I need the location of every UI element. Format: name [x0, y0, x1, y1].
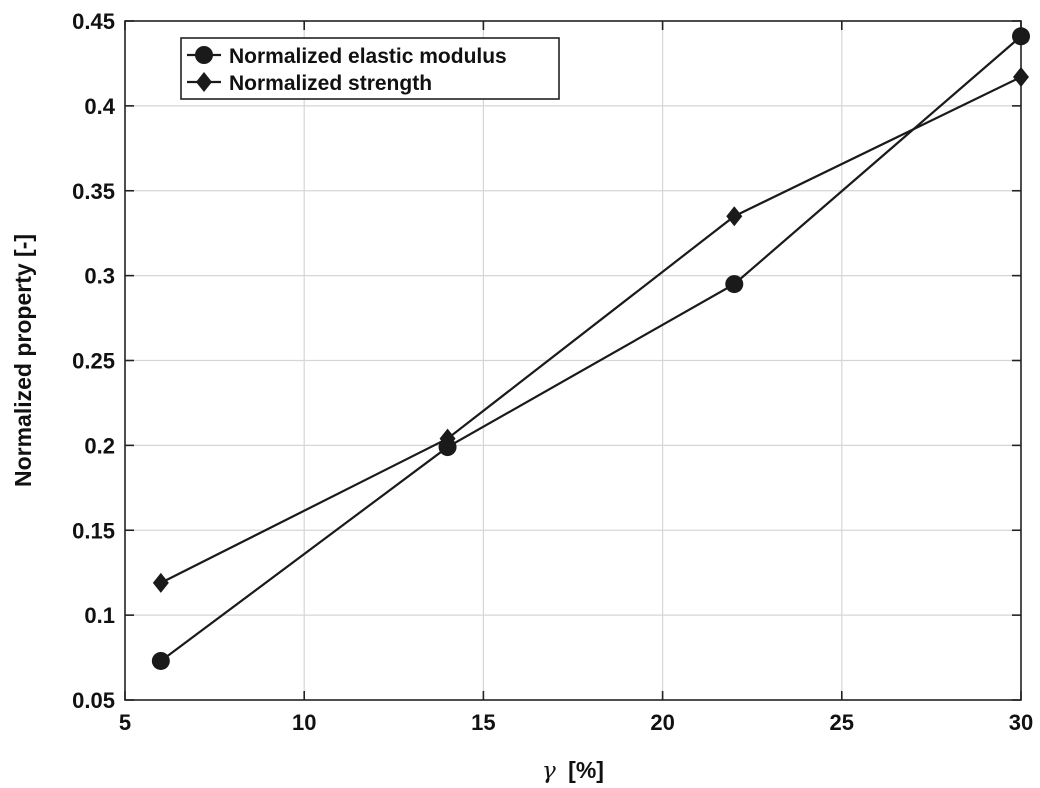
y-axis-title: Normalized property [-]: [10, 234, 36, 487]
y-tick-label: 0.05: [72, 688, 115, 713]
x-axis-symbol: γ: [542, 758, 556, 784]
data-point-circle: [1012, 27, 1030, 46]
data-point-circle: [725, 275, 744, 294]
y-tick-label: 0.35: [72, 179, 115, 204]
series-elastic-modulus: [151, 27, 1030, 670]
legend-box: [180, 37, 560, 100]
x-tick-label: 20: [650, 710, 674, 735]
series-group: [151, 27, 1030, 670]
x-axis-title: γ [%]: [542, 757, 604, 784]
y-tick-label: 0.4: [84, 94, 115, 119]
x-tick-label: 10: [292, 710, 316, 735]
series-line: [160, 76, 1022, 584]
y-tick-label: 0.3: [84, 264, 115, 289]
series-strength: [152, 67, 1029, 593]
y-tick-label: 0.25: [72, 349, 115, 374]
x-tick-label: 25: [830, 710, 854, 735]
legend-item: Normalized strength: [187, 72, 432, 95]
x-tick-label: 15: [471, 710, 495, 735]
data-point-diamond: [439, 428, 456, 449]
y-tick-label: 0.2: [84, 433, 115, 458]
x-tick-label: 30: [1009, 710, 1033, 735]
grid: [125, 21, 1021, 700]
y-tick-label: 0.45: [72, 9, 115, 34]
legend-marker-circle: [195, 46, 213, 64]
y-axis-ticks: 0.05 0.1 0.15 0.2 0.25 0.3 0.35 0.4 0.45: [72, 9, 1021, 713]
data-point-diamond: [152, 572, 169, 593]
y-tick-label: 0.15: [72, 518, 115, 543]
y-tick-label: 0.1: [84, 603, 115, 628]
x-axis-ticks: 5 10 15 20 25 30: [119, 21, 1033, 735]
x-axis-unit: [%]: [568, 757, 604, 783]
legend-label: Normalized elastic modulus: [229, 45, 507, 68]
series-line: [160, 35, 1022, 662]
data-point-diamond: [1013, 67, 1029, 88]
data-point-circle: [151, 651, 170, 670]
legend-label: Normalized strength: [229, 72, 432, 95]
x-tick-label: 5: [119, 710, 131, 735]
legend: Normalized elastic modulus Normalized str…: [180, 37, 560, 100]
legend-item: Normalized elastic modulus: [187, 45, 507, 68]
legend-marker-diamond: [196, 72, 212, 92]
data-point-diamond: [726, 206, 743, 227]
